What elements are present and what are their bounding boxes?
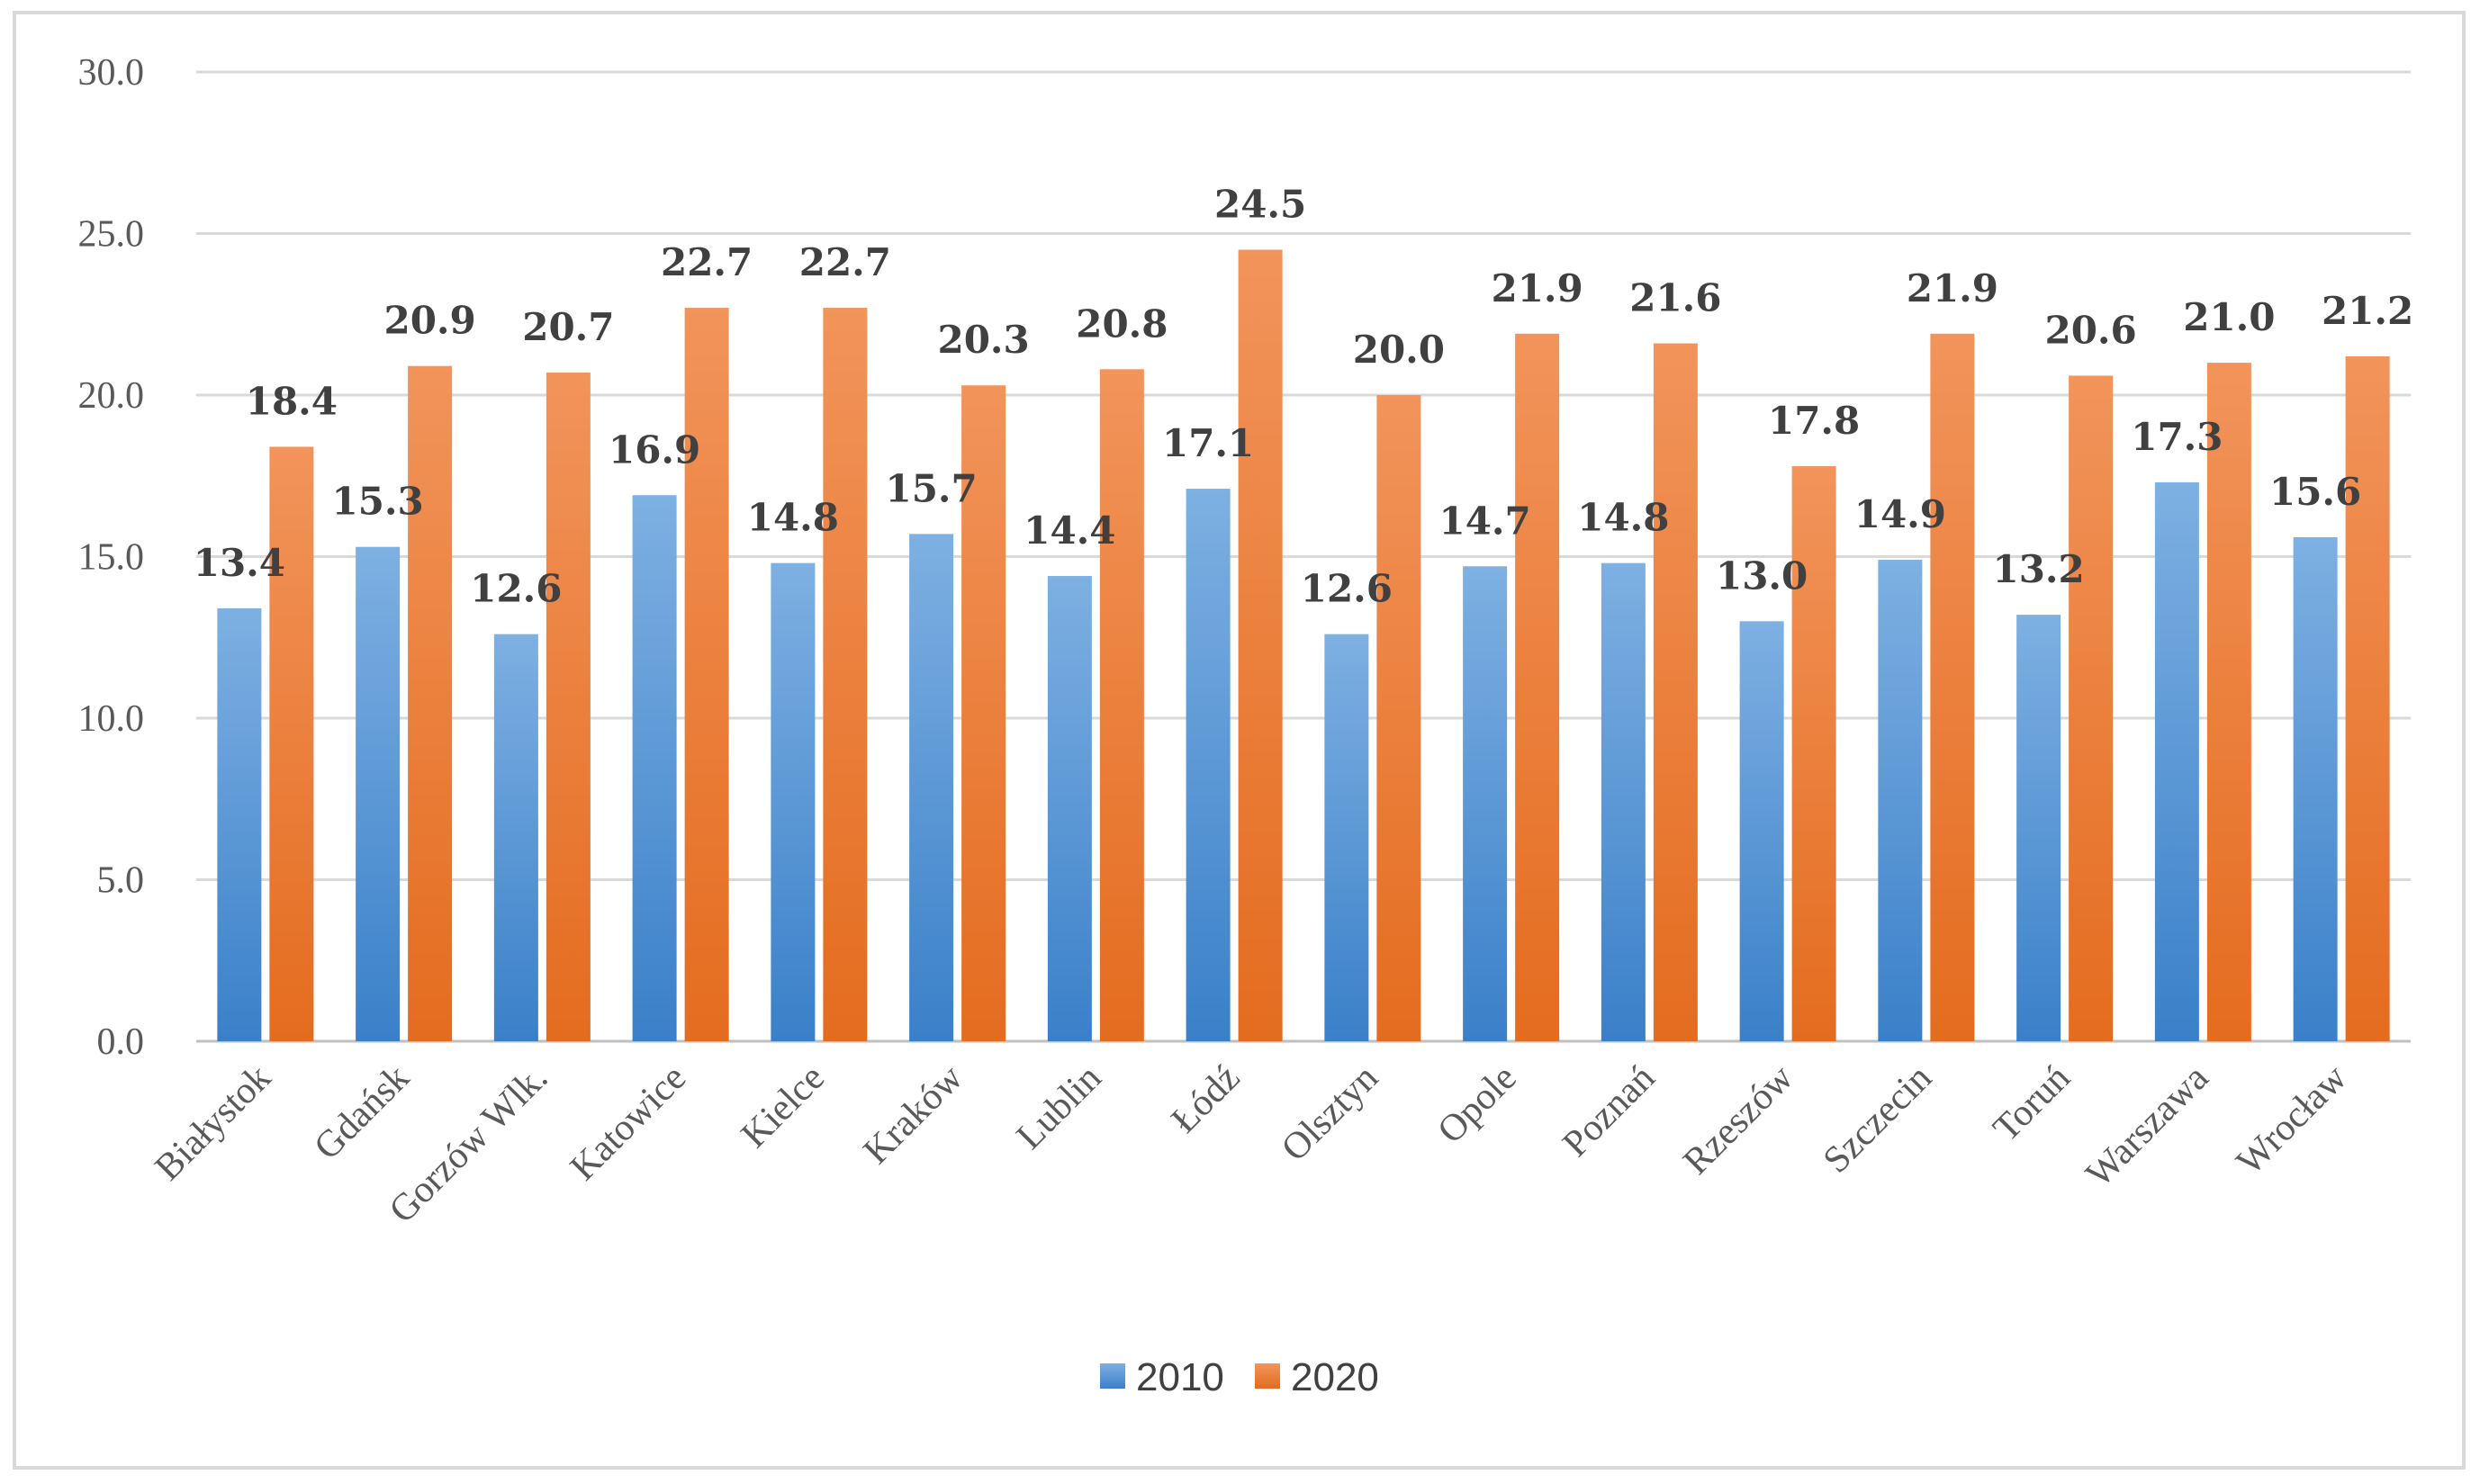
y-tick-label: 5.0 (97, 860, 145, 902)
data-label-2020-lodz: 24.5 (1214, 182, 1306, 226)
data-label-2010-bialystok: 13.4 (194, 541, 285, 585)
data-label-2010-krakow: 15.7 (885, 466, 977, 510)
bar-2020-wroclaw (2345, 355, 2390, 1041)
y-tick-label: 30.0 (78, 52, 145, 94)
data-label-2010-warszawa: 17.3 (2131, 415, 2223, 459)
legend-label-2010: 2010 (1136, 1355, 1224, 1399)
bar-2020-lublin (1099, 369, 1144, 1041)
bar-2010-lodz (1186, 489, 1231, 1041)
legend-swatch-2010 (1100, 1363, 1125, 1389)
bar-2010-lublin (1047, 576, 1092, 1041)
x-tick-label-bialystok: Białystok (148, 1057, 279, 1189)
x-tick-label-warszawa: Warszawa (2079, 1057, 2217, 1195)
legend-label-2020: 2020 (1291, 1355, 1379, 1399)
data-label-2020-rzeszow: 17.8 (1768, 399, 1860, 443)
bar-2010-katowice (632, 495, 677, 1041)
data-label-2010-opole: 14.7 (1438, 499, 1530, 543)
bar-2020-gdansk (408, 365, 453, 1041)
bar-2020-szczecin (1930, 333, 1975, 1041)
data-label-2010-olsztyn: 12.6 (1301, 567, 1393, 611)
data-label-2020-krakow: 20.3 (937, 318, 1029, 362)
bar-2020-krakow (961, 385, 1006, 1042)
data-label-2020-olsztyn: 20.0 (1353, 328, 1445, 372)
data-label-2020-bialystok: 18.4 (246, 379, 338, 423)
bar-2020-warszawa (2206, 363, 2251, 1042)
bar-2020-katowice (684, 308, 729, 1041)
x-tick-label-gdansk: Gdańsk (306, 1057, 417, 1168)
data-label-2020-wroclaw: 21.2 (2322, 289, 2413, 333)
bar-2020-bialystok (269, 446, 314, 1041)
data-label-2010-kielce: 14.8 (747, 496, 839, 540)
bar-2010-krakow (909, 534, 954, 1041)
bar-2010-poznan (1601, 562, 1646, 1041)
data-label-2020-szczecin: 21.9 (1907, 266, 1998, 310)
data-label-2010-lodz: 17.1 (1162, 421, 1254, 465)
bar-2020-opole (1515, 333, 1560, 1041)
bar-2020-kielce (823, 308, 868, 1041)
legend-swatch-2020 (1255, 1363, 1280, 1389)
x-tick-label-olsztyn: Olsztyn (1274, 1057, 1386, 1170)
data-label-2010-wroclaw: 15.6 (2269, 470, 2361, 514)
data-label-2010-katowice: 16.9 (609, 427, 700, 472)
x-tick-label-lodz: Łódź (1164, 1057, 1249, 1142)
bar-2010-wroclaw (2293, 536, 2338, 1041)
x-tick-label-kielce: Kielce (734, 1057, 833, 1156)
data-label-2020-katowice: 22.7 (661, 240, 753, 284)
x-tick-label-rzeszow: Rzeszów (1675, 1057, 1801, 1183)
x-tick-label-katowice: Katowice (563, 1057, 694, 1189)
bar-2010-gdansk (356, 546, 401, 1041)
bar-2010-kielce (771, 562, 816, 1041)
data-label-2020-torun: 20.6 (2044, 308, 2136, 352)
data-label-2010-szczecin: 14.9 (1854, 492, 1946, 536)
data-label-2010-rzeszow: 13.0 (1716, 553, 1808, 598)
data-label-2020-poznan: 21.6 (1629, 276, 1721, 320)
bar-2010-szczecin (1878, 560, 1923, 1041)
bar-2010-opole (1463, 566, 1508, 1041)
data-label-2020-opole: 21.9 (1491, 266, 1583, 310)
data-label-2010-gorzow-wlk: 12.6 (470, 567, 562, 611)
bar-2020-poznan (1653, 343, 1698, 1041)
data-label-2010-torun: 13.2 (1992, 547, 2084, 591)
y-tick-label: 10.0 (78, 698, 145, 740)
x-tick-label-krakow: Kraków (855, 1057, 971, 1173)
x-tick-label-szczecin: Szczecin (1816, 1057, 1940, 1182)
y-tick-label: 0.0 (97, 1021, 145, 1063)
x-tick-label-wroclaw: Wrocław (2229, 1057, 2356, 1183)
x-tick-label-lublin: Lublin (1009, 1057, 1110, 1158)
bar-2020-lodz (1238, 249, 1283, 1041)
bar-2010-olsztyn (1324, 634, 1369, 1041)
y-tick-label: 15.0 (78, 537, 145, 579)
data-label-2020-gdansk: 20.9 (383, 299, 475, 343)
data-label-2010-lublin: 14.4 (1024, 508, 1115, 553)
data-label-2020-warszawa: 21.0 (2183, 295, 2275, 339)
y-tick-label: 20.0 (78, 375, 145, 417)
bar-2020-olsztyn (1376, 395, 1421, 1041)
data-label-2010-gdansk: 15.3 (331, 480, 423, 524)
bar-2020-torun (2069, 375, 2114, 1042)
x-tick-label-opole: Opole (1430, 1057, 1525, 1152)
legend: 2010 2020 (1100, 1355, 1379, 1399)
y-tick-label: 25.0 (78, 214, 145, 256)
data-label-2010-poznan: 14.8 (1577, 496, 1669, 540)
bars (217, 249, 2390, 1042)
bar-2020-gorzow-wlk (546, 372, 591, 1041)
bar-2010-warszawa (2154, 481, 2199, 1041)
y-axis-tick-labels: 0.0 5.0 10.0 15.0 20.0 25.0 30.0 (78, 52, 145, 1063)
bar-2010-gorzow-wlk (493, 634, 538, 1041)
x-tick-label-poznan: Poznań (1555, 1057, 1663, 1165)
data-labels: 13.4 18.4 15.3 20.9 12.6 20.7 16.9 22.7 14.8 22.7… (194, 182, 2414, 610)
bar-2020-rzeszow (1791, 465, 1836, 1041)
data-label-2020-gorzow-wlk: 20.7 (522, 305, 614, 349)
bar-2010-torun (2016, 615, 2061, 1041)
bar-2010-rzeszow (1739, 621, 1784, 1041)
bar-2010-bialystok (217, 607, 262, 1041)
data-label-2020-kielce: 22.7 (799, 240, 891, 284)
data-label-2020-lublin: 20.8 (1076, 301, 1168, 346)
x-tick-label-torun: Toruń (1986, 1057, 2079, 1150)
